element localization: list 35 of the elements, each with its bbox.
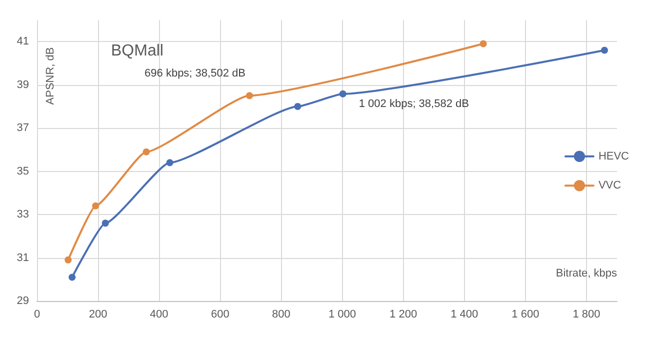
y-tick-label: 29 — [16, 295, 29, 307]
y-tick-label: 33 — [16, 208, 29, 221]
legend-label: HEVC — [598, 150, 630, 162]
point — [142, 148, 150, 156]
point — [64, 256, 72, 264]
point — [480, 40, 487, 48]
point — [68, 274, 76, 281]
x-tick-label: 200 — [88, 308, 108, 320]
y-axis-title: APSNR, dB — [44, 47, 56, 105]
annotation: 696 kbps; 38,502 dB — [144, 68, 246, 80]
y-tick-label: 35 — [16, 165, 29, 178]
point — [339, 90, 346, 98]
point — [166, 159, 174, 166]
x-tick-label: 1 600 — [512, 308, 540, 320]
annotation: 1 002 kbps; 38,582 dB — [358, 98, 469, 110]
x-tick-label: 0 — [34, 308, 40, 320]
legend-label: VVC — [598, 180, 622, 192]
x-tick-label: 800 — [272, 308, 290, 320]
y-tick-label: 41 — [16, 36, 29, 48]
x-axis-title: Bitrate, kbps — [556, 268, 618, 280]
point — [294, 102, 302, 110]
x-tick-label: 1 400 — [450, 308, 478, 320]
y-tick-label: 31 — [16, 252, 29, 264]
y-tick-label: 37 — [16, 122, 29, 134]
x-tick-label: 1 800 — [572, 308, 600, 320]
point — [102, 220, 109, 227]
point — [92, 202, 100, 210]
point — [246, 92, 253, 100]
x-tick-label: 400 — [150, 308, 168, 320]
x-tick-label: 600 — [210, 308, 230, 320]
point — [600, 46, 608, 54]
y-tick-label: 39 — [16, 78, 29, 91]
x-tick-label: 1 200 — [390, 308, 418, 320]
text: BQMall — [111, 42, 164, 60]
x-tick-label: 1 000 — [328, 308, 356, 320]
